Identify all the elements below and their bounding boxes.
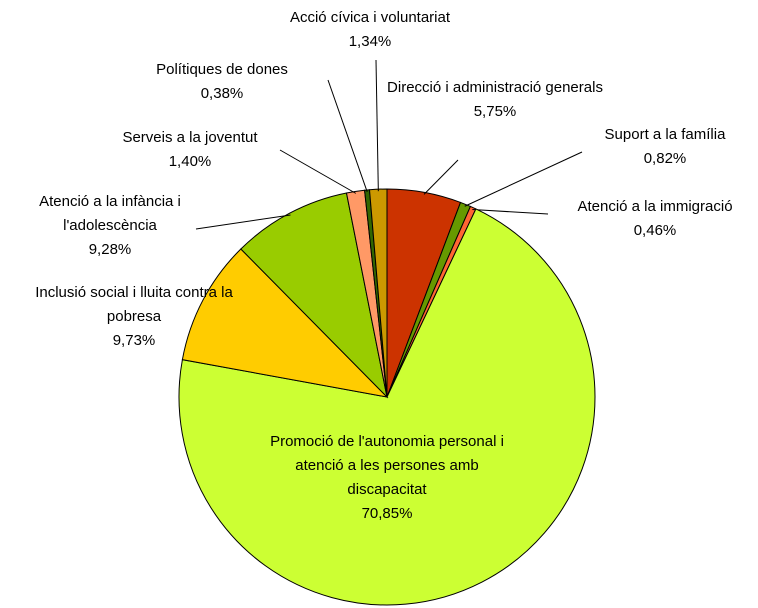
category-name: Promoció de l'autonomia personal i atenc… [270,433,504,498]
slice-label: Inclusió social i lluita contra la pobre… [9,281,259,353]
leader-line [472,209,549,215]
leader-line [279,149,357,194]
leader-line [327,79,368,193]
value-label: 5,75% [473,103,517,120]
slice-label: Direcció i administració generals 5,75% [385,76,605,124]
value-label: 0,46% [633,222,677,239]
value-label: 0,82% [643,150,687,167]
category-name: Suport a la família [604,126,726,143]
slice-label: Serveis a la joventut 1,40% [90,126,290,174]
value-label: 1,40% [168,153,212,170]
slice-label: Atenció a la immigració 0,46% [545,195,758,243]
leader-line [464,151,583,207]
value-label: 0,38% [200,85,244,102]
category-name: Atenció a la immigració [577,198,733,215]
leader-line [375,59,379,192]
value-label: 70,85% [361,505,413,522]
slice-label: Polítiques de dones 0,38% [122,58,322,106]
slice-label: Promoció de l'autonomia personal i atenc… [257,430,517,526]
value-label: 9,28% [88,241,132,258]
value-label: 9,73% [112,332,156,349]
pie-slice [178,208,596,606]
leader-line [195,214,291,230]
category-name: Inclusió social i lluita contra la pobre… [35,284,233,325]
category-name: Direcció i administració generals [387,79,603,96]
category-name: Serveis a la joventut [122,129,258,146]
value-label: 1,34% [348,33,392,50]
pie-slice [240,192,388,399]
leader-line [423,159,459,195]
slice-label: Atenció a la infància i l'adolescència 9,… [5,190,215,262]
category-name: Acció cívica i voluntariat [289,9,451,26]
category-name: Atenció a la infància i l'adolescència [39,193,181,234]
pie-slice [181,248,389,398]
slice-label: Acció cívica i voluntariat 1,34% [250,6,490,54]
category-name: Polítiques de dones [156,61,288,78]
slice-label: Suport a la família 0,82% [575,123,755,171]
